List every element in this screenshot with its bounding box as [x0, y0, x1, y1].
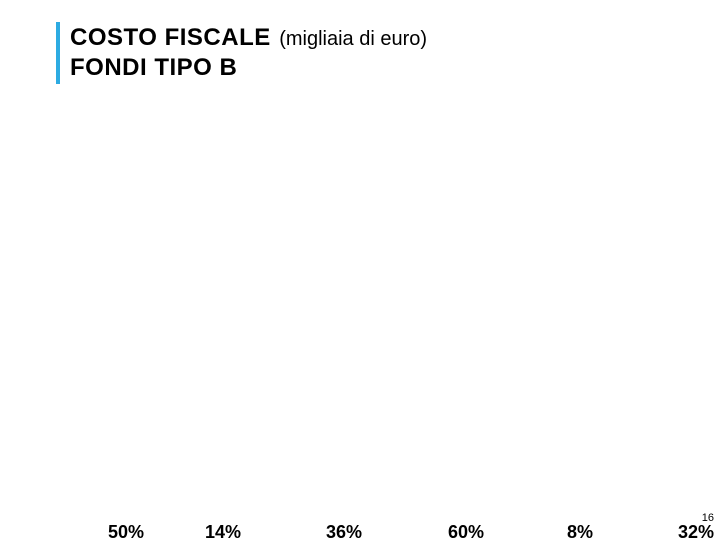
title-accent-bar	[56, 22, 60, 84]
slide: COSTO FISCALE (migliaia di euro) FONDI T…	[0, 0, 720, 540]
title-bold-2: FONDI TIPO B	[70, 54, 427, 82]
title-unit: (migliaia di euro)	[279, 28, 427, 50]
pct-2: 36%	[326, 522, 362, 540]
title-block: COSTO FISCALE (migliaia di euro) FONDI T…	[70, 24, 427, 82]
page-number: 16	[702, 512, 714, 524]
pct-4: 8%	[567, 522, 593, 540]
pct-5: 32%	[678, 522, 714, 540]
title-bold-1: COSTO FISCALE	[70, 24, 271, 51]
pct-3: 60%	[448, 522, 484, 540]
title-line-1: COSTO FISCALE (migliaia di euro)	[70, 24, 427, 52]
pct-0: 50%	[108, 522, 144, 540]
pct-1: 14%	[205, 522, 241, 540]
